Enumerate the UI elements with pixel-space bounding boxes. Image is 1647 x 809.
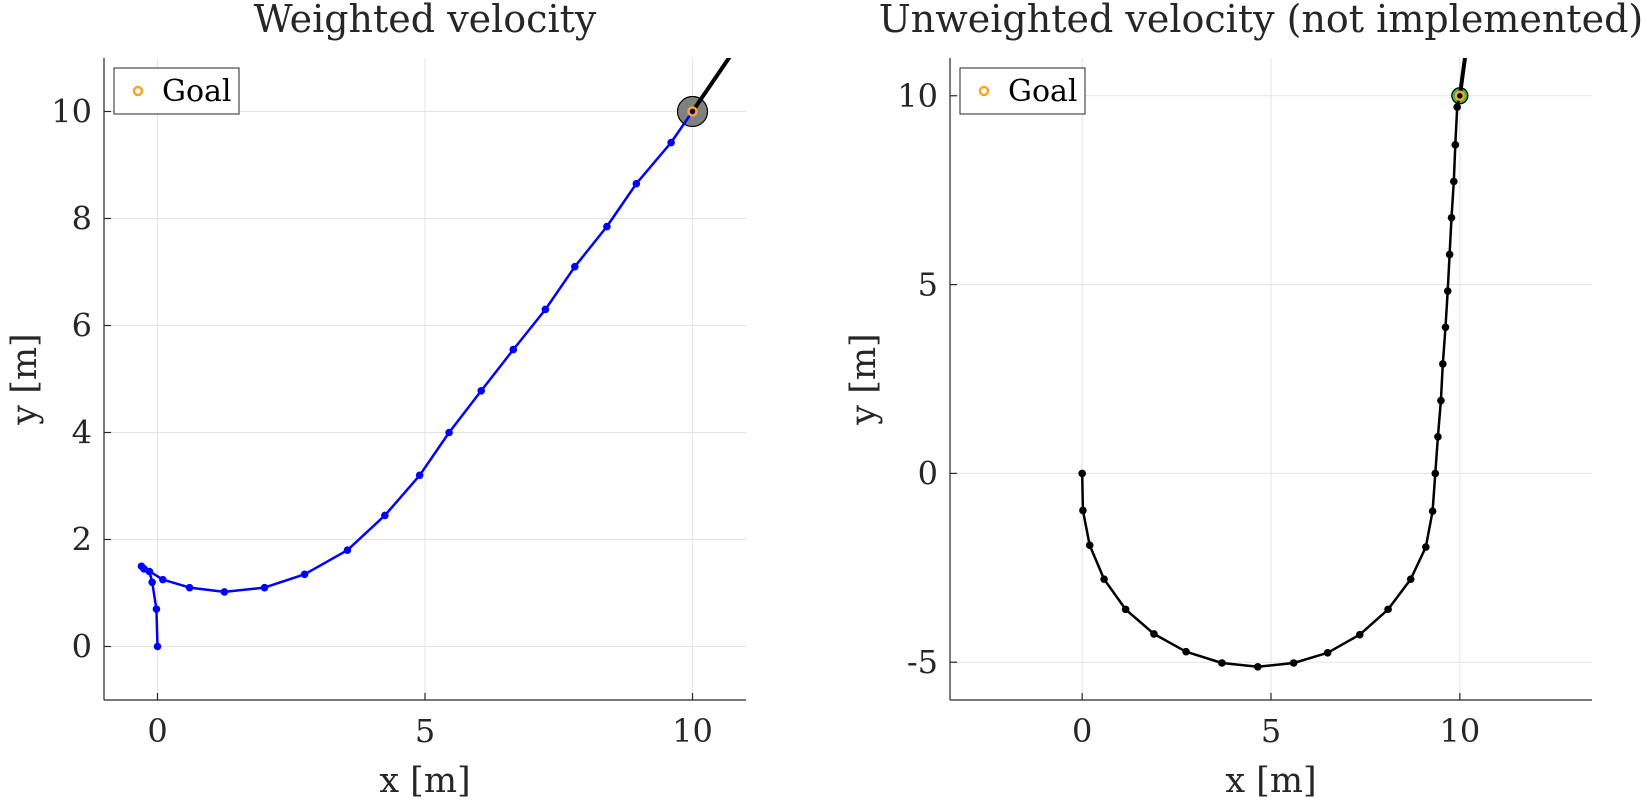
trajectory-point-21 bbox=[667, 138, 675, 147]
trajectory-point-17 bbox=[541, 305, 550, 314]
trajectory-point-13 bbox=[1406, 575, 1415, 583]
trajectory-point-14 bbox=[445, 428, 453, 437]
trajectory-point-12 bbox=[1384, 605, 1392, 614]
y-axis-label: y [m] bbox=[844, 333, 884, 425]
trajectory-point-20 bbox=[632, 179, 641, 188]
trajectory-point-18 bbox=[1437, 396, 1445, 405]
trajectory-point-16 bbox=[1431, 469, 1440, 478]
chart-title: Unweighted velocity (not implemented) bbox=[879, 0, 1643, 41]
y-tick-label-0: -5 bbox=[907, 643, 938, 681]
trajectory-point-11 bbox=[1355, 630, 1364, 639]
plot-area bbox=[137, 58, 732, 651]
y-tick-label-1: 2 bbox=[72, 521, 92, 559]
x-axis-label: x [m] bbox=[1225, 761, 1316, 801]
legend: Goal bbox=[113, 67, 240, 115]
y-tick-label-3: 6 bbox=[72, 307, 92, 345]
goal-marker bbox=[1454, 90, 1466, 102]
trajectory-point-14 bbox=[1422, 543, 1430, 551]
legend-entry-goal: Goal bbox=[1008, 74, 1078, 109]
trajectory-point-1 bbox=[152, 605, 161, 613]
trajectory-point-20 bbox=[1441, 323, 1450, 332]
trajectory-point-2 bbox=[1085, 541, 1094, 549]
legend-entry-goal: Goal bbox=[162, 74, 232, 109]
y-axis-label: y [m] bbox=[5, 333, 45, 425]
trajectory-point-6 bbox=[1182, 647, 1190, 656]
heading-line bbox=[690, 58, 732, 114]
trajectory-point-11 bbox=[343, 546, 352, 554]
goal-marker bbox=[687, 106, 698, 117]
y-tick-label-4: 8 bbox=[72, 200, 92, 238]
trajectory-point-25 bbox=[1451, 141, 1460, 149]
y-tick-label-2: 5 bbox=[918, 266, 938, 304]
trajectory-point-0 bbox=[1078, 469, 1086, 478]
trajectory-point-19 bbox=[1439, 360, 1447, 368]
trajectory-point-7 bbox=[1218, 659, 1226, 667]
trajectory-point-24 bbox=[1449, 177, 1458, 186]
trajectory-point-1 bbox=[1079, 506, 1087, 515]
trajectory-point-12 bbox=[381, 511, 389, 520]
trajectory-point-22 bbox=[1445, 250, 1454, 259]
trajectory-point-4 bbox=[1121, 605, 1130, 614]
trajectory-point-9 bbox=[260, 583, 269, 592]
x-tick-label-2: 10 bbox=[1439, 712, 1480, 750]
y-tick-label-2: 4 bbox=[72, 414, 92, 452]
trajectory-point-15 bbox=[477, 386, 485, 395]
trajectory-point-7 bbox=[185, 583, 194, 592]
trajectory-point-19 bbox=[603, 222, 611, 231]
trajectory-point-17 bbox=[1434, 432, 1442, 441]
y-tick-label-0: 0 bbox=[72, 628, 92, 666]
trajectory-point-10 bbox=[300, 570, 309, 579]
x-tick-label-0: 0 bbox=[1072, 712, 1092, 750]
heading-line bbox=[1457, 58, 1467, 98]
trajectory-point-18 bbox=[571, 262, 579, 271]
legend-goal-marker bbox=[132, 85, 144, 97]
trajectory-point-3 bbox=[1100, 575, 1108, 583]
trajectory-point-2 bbox=[148, 578, 156, 587]
trajectory-line bbox=[1080, 95, 1462, 669]
trajectory-line bbox=[140, 110, 694, 647]
trajectory-point-5 bbox=[137, 562, 146, 571]
trajectory-point-5 bbox=[1150, 630, 1158, 638]
y-tick-label-5: 10 bbox=[51, 93, 92, 131]
trajectory-point-21 bbox=[1443, 287, 1452, 295]
plot-area bbox=[1078, 58, 1469, 671]
y-tick-label-3: 10 bbox=[897, 77, 938, 115]
chart-panel-2: 0 5 10 -5 0 5 10 Unweighted velocity (not imple… bbox=[844, 0, 1643, 801]
trajectory-point-16 bbox=[509, 345, 518, 354]
x-tick-label-1: 5 bbox=[415, 712, 435, 750]
trajectory-point-26 bbox=[1453, 103, 1461, 111]
x-axis-label: x [m] bbox=[379, 761, 470, 801]
legend-goal-marker bbox=[978, 85, 990, 97]
trajectory-point-23 bbox=[1447, 213, 1456, 222]
legend: Goal bbox=[959, 67, 1086, 115]
trajectory-point-13 bbox=[415, 471, 424, 480]
trajectory-point-0 bbox=[153, 642, 162, 651]
chart-title: Weighted velocity bbox=[254, 0, 597, 41]
trajectory-point-8 bbox=[220, 588, 229, 596]
x-tick-label-2: 10 bbox=[672, 712, 713, 750]
y-tick-label-1: 0 bbox=[918, 454, 938, 492]
trajectory-point-9 bbox=[1289, 659, 1298, 667]
trajectory-point-8 bbox=[1253, 662, 1262, 671]
x-tick-label-0: 0 bbox=[147, 712, 167, 750]
trajectory-point-15 bbox=[1428, 507, 1437, 515]
trajectory-point-6 bbox=[159, 575, 167, 584]
chart-panel-1: 0 5 10 0 2 4 6 8 10 Weighted velocity x [m] y [m] Go… bbox=[5, 0, 746, 801]
x-tick-label-1: 5 bbox=[1261, 712, 1281, 750]
trajectory-point-10 bbox=[1323, 648, 1332, 657]
